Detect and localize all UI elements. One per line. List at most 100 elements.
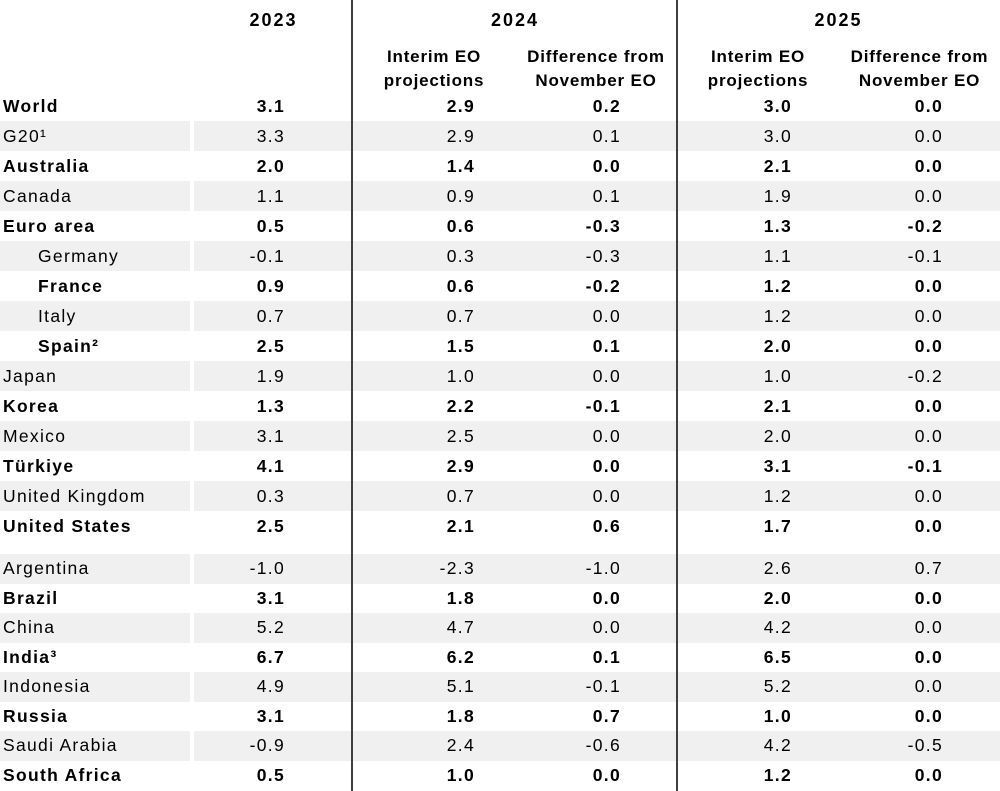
subheader-line: Difference from <box>527 47 665 66</box>
value-cell: 1.2 <box>763 764 792 785</box>
value-cell: 1.0 <box>677 361 839 391</box>
row-label: China <box>0 613 190 643</box>
table-header: 2023 2024 2025 Interim EO projections Di… <box>0 0 1000 91</box>
row-label: Germany <box>0 241 190 271</box>
table-row: Canada 1.1 0.9 0.1 1.9 0.0 <box>0 181 1000 211</box>
value-cell: 1.7 <box>763 516 792 536</box>
value-cell: 6.7 <box>256 646 285 667</box>
value-cell: 0.0 <box>839 481 1000 511</box>
value-cell: -0.2 <box>585 276 621 296</box>
value-cell: 0.1 <box>592 336 621 356</box>
value-cell: 0.1 <box>515 121 677 151</box>
value-cell: 3.3 <box>194 121 353 151</box>
table-row: Australia 2.0 1.4 0.0 2.1 0.0 <box>0 151 1000 181</box>
value-cell: 0.1 <box>592 646 621 667</box>
table-body: World 3.1 2.9 0.2 3.0 0.0 G20¹ 3.3 2.9 0… <box>0 91 1000 790</box>
subheader-line: Difference from <box>850 47 989 66</box>
value-cell: 0.0 <box>592 587 621 608</box>
table-row: Korea 1.3 2.2 -0.1 2.1 0.0 <box>0 391 1000 421</box>
value-cell: 0.0 <box>914 96 943 116</box>
value-cell: 3.0 <box>677 121 839 151</box>
value-cell: -0.3 <box>585 216 621 236</box>
section-gap <box>0 541 1000 554</box>
value-cell: 0.6 <box>446 276 475 296</box>
value-cell: 1.2 <box>763 276 792 296</box>
row-label: Brazil <box>3 587 59 608</box>
column-header-2023: 2023 <box>249 10 298 30</box>
value-cell: -0.2 <box>839 361 1000 391</box>
value-cell: 0.0 <box>914 336 943 356</box>
value-cell: 0.0 <box>515 613 677 643</box>
value-cell: 0.5 <box>256 216 285 236</box>
value-cell: 1.1 <box>194 181 353 211</box>
value-cell: 0.0 <box>515 361 677 391</box>
value-cell: 1.9 <box>194 361 353 391</box>
value-cell: 0.0 <box>914 156 943 176</box>
value-cell: 3.1 <box>256 705 285 726</box>
subheader-line: projections <box>383 70 485 90</box>
value-cell: 0.3 <box>353 241 515 271</box>
value-cell: 1.8 <box>446 705 475 726</box>
subheader-2025-difference: Difference from November EO <box>839 45 1000 92</box>
value-cell: 2.4 <box>353 731 515 761</box>
value-cell: -1.0 <box>194 554 353 584</box>
value-cell: 1.8 <box>446 587 475 608</box>
value-cell: -0.1 <box>907 456 943 476</box>
value-cell: 2.0 <box>256 156 285 176</box>
value-cell: 6.2 <box>446 646 475 667</box>
value-cell: 0.0 <box>839 121 1000 151</box>
table-row: G20¹ 3.3 2.9 0.1 3.0 0.0 <box>0 121 1000 151</box>
value-cell: -0.1 <box>194 241 353 271</box>
subheader-2024-difference: Difference from November EO <box>515 45 677 92</box>
subheader-line: Interim EO <box>387 47 481 66</box>
value-cell: 1.3 <box>763 216 792 236</box>
value-cell: -0.6 <box>515 731 677 761</box>
value-cell: 4.9 <box>194 672 353 702</box>
value-cell: 2.0 <box>763 336 792 356</box>
value-cell: 1.0 <box>353 361 515 391</box>
value-cell: 1.5 <box>446 336 475 356</box>
value-cell: 0.0 <box>914 516 943 536</box>
value-cell: 0.7 <box>353 301 515 331</box>
value-cell: 0.0 <box>914 705 943 726</box>
row-label: Korea <box>3 396 60 416</box>
value-cell: 0.0 <box>839 301 1000 331</box>
subheader-2024-interim: Interim EO projections <box>353 45 515 92</box>
value-cell: 0.0 <box>839 421 1000 451</box>
row-label: Euro area <box>3 216 96 236</box>
value-cell: 3.1 <box>256 96 285 116</box>
row-label: Mexico <box>0 421 190 451</box>
table-row: India³ 6.7 6.2 0.1 6.5 0.0 <box>0 643 1000 673</box>
value-cell: 1.3 <box>256 396 285 416</box>
value-cell: 2.1 <box>763 156 792 176</box>
table-row: China 5.2 4.7 0.0 4.2 0.0 <box>0 613 1000 643</box>
table-row: France 0.9 0.6 -0.2 1.2 0.0 <box>0 271 1000 301</box>
value-cell: 5.1 <box>353 672 515 702</box>
value-cell: -0.1 <box>585 396 621 416</box>
value-cell: 2.1 <box>446 516 475 536</box>
value-cell: 0.0 <box>592 456 621 476</box>
value-cell: 2.0 <box>763 587 792 608</box>
row-label: World <box>3 96 59 116</box>
row-label: United States <box>3 516 132 536</box>
column-divider <box>676 0 678 791</box>
table-row: Saudi Arabia -0.9 2.4 -0.6 4.2 -0.5 <box>0 731 1000 761</box>
value-cell: 0.1 <box>515 181 677 211</box>
subheader-line: Interim EO <box>711 47 805 66</box>
column-header-2025: 2025 <box>814 10 863 30</box>
value-cell: 2.9 <box>353 121 515 151</box>
value-cell: 1.2 <box>677 301 839 331</box>
value-cell: 1.0 <box>763 705 792 726</box>
table-row: Euro area 0.5 0.6 -0.3 1.3 -0.2 <box>0 211 1000 241</box>
value-cell: 0.5 <box>256 764 285 785</box>
value-cell: 0.0 <box>914 276 943 296</box>
value-cell: 2.0 <box>677 421 839 451</box>
table-row: Japan 1.9 1.0 0.0 1.0 -0.2 <box>0 361 1000 391</box>
row-label: Indonesia <box>0 672 190 702</box>
table-row: Indonesia 4.9 5.1 -0.1 5.2 0.0 <box>0 672 1000 702</box>
value-cell: -0.1 <box>839 241 1000 271</box>
row-label: South Africa <box>3 764 122 785</box>
row-label: Italy <box>0 301 190 331</box>
value-cell: 4.1 <box>256 456 285 476</box>
